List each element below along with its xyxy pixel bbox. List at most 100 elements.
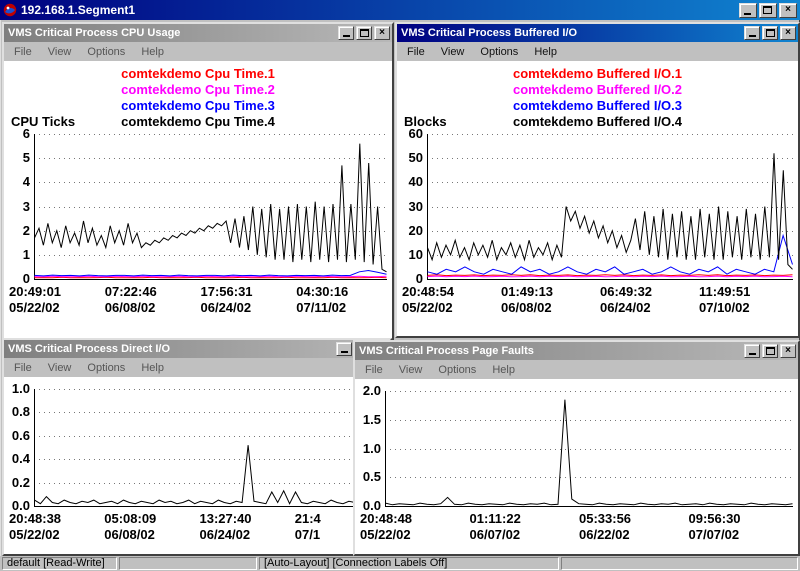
titlebar[interactable]: VMS Critical Process CPU Usage ×	[4, 24, 392, 42]
y-axis-title: CPU Ticks	[11, 114, 75, 130]
main-maximize-button[interactable]	[759, 3, 777, 18]
main-titlebar[interactable]: 192.168.1.Segment1 ×	[0, 0, 800, 20]
x-tick-label: 06:49:3206/24/02	[600, 284, 699, 316]
window-title: VMS Critical Process CPU Usage	[8, 27, 338, 39]
x-axis-labels: 20:48:3805/22/0205:08:0906/08/0213:27:40…	[4, 511, 390, 543]
legend-item: comtekdemo Cpu Time.3	[4, 98, 392, 114]
y-tick-label: 1.0	[363, 442, 381, 456]
chart-legend: CPU Ticks comtekdemo Cpu Time.1comtekdem…	[4, 66, 392, 130]
x-axis-labels: 20:49:0105/22/0207:22:4606/08/0217:56:31…	[4, 284, 392, 316]
window-direct-io: VMS Critical Process Direct I/O × File V…	[2, 338, 392, 556]
close-button[interactable]: ×	[374, 26, 390, 40]
minimize-button[interactable]	[744, 26, 760, 40]
menu-help[interactable]: Help	[526, 44, 565, 60]
chart-client: 2.01.51.00.50.0 20:48:4805/22/0201:11:22…	[355, 379, 798, 554]
main-minimize-button[interactable]	[739, 3, 757, 18]
y-tick-label: 0.2	[12, 476, 30, 490]
menu-file[interactable]: File	[399, 44, 433, 60]
minimize-icon	[744, 13, 751, 15]
menu-view[interactable]: View	[391, 362, 431, 378]
minimize-icon	[343, 35, 350, 37]
x-tick-label: 20:48:5405/22/02	[402, 284, 501, 316]
y-tick-label: 0	[23, 272, 30, 286]
minimize-button[interactable]	[744, 344, 760, 358]
y-tick-label: 0.0	[12, 499, 30, 513]
window-title: VMS Critical Process Direct I/O	[8, 343, 336, 355]
chart-client: Blocks comtekdemo Buffered I/O.1comtekde…	[397, 61, 798, 336]
y-tick-label: 40	[409, 175, 423, 189]
plot-area	[385, 387, 794, 507]
menubar: File View Options Help	[397, 42, 798, 61]
maximize-button[interactable]	[762, 344, 778, 358]
menu-file[interactable]: File	[6, 360, 40, 376]
menu-options[interactable]: Options	[79, 44, 133, 60]
y-tick-label: 30	[409, 200, 423, 214]
y-axis: 6543210	[4, 130, 34, 280]
window-page-faults: VMS Critical Process Page Faults × File …	[353, 340, 800, 556]
titlebar[interactable]: VMS Critical Process Page Faults ×	[355, 342, 798, 360]
maximize-icon	[766, 347, 775, 355]
y-tick-label: 6	[23, 127, 30, 141]
y-tick-label: 2	[23, 224, 30, 238]
menu-view[interactable]: View	[40, 44, 80, 60]
y-tick-label: 5	[23, 151, 30, 165]
close-button[interactable]: ×	[780, 344, 796, 358]
plot-area	[34, 130, 388, 280]
x-tick-label: 20:48:4805/22/02	[360, 511, 470, 543]
y-tick-label: 10	[409, 248, 423, 262]
x-tick-label: 07:22:4606/08/02	[105, 284, 201, 316]
legend-item: comtekdemo Buffered I/O.2	[397, 82, 798, 98]
app-icon	[3, 3, 17, 17]
legend-item: comtekdemo Cpu Time.1	[4, 66, 392, 82]
y-axis: 2.01.51.00.50.0	[355, 387, 385, 507]
status-fill	[561, 557, 798, 570]
window-title: VMS Critical Process Buffered I/O	[401, 27, 744, 39]
x-tick-label: 01:11:2206/07/02	[470, 511, 580, 543]
menu-options[interactable]: Options	[430, 362, 484, 378]
y-tick-label: 20	[409, 224, 423, 238]
status-layout-labels: [Auto-Layout] [Connection Labels Off]	[259, 557, 559, 570]
x-tick-label: 04:30:1607/11/02	[296, 284, 392, 316]
y-tick-label: 0.0	[363, 499, 381, 513]
titlebar[interactable]: VMS Critical Process Direct I/O ×	[4, 340, 390, 358]
plot-area	[34, 385, 386, 507]
legend-item: comtekdemo Cpu Time.2	[4, 82, 392, 98]
y-tick-label: 1.0	[12, 382, 30, 396]
y-tick-label: 4	[23, 175, 30, 189]
x-tick-label: 09:56:3007/07/02	[689, 511, 799, 543]
x-tick-label: 13:27:4006/24/02	[200, 511, 295, 543]
maximize-icon	[763, 6, 772, 14]
y-tick-label: 2.0	[363, 384, 381, 398]
menu-file[interactable]: File	[6, 44, 40, 60]
y-axis: 6050403020100	[397, 130, 427, 280]
x-tick-label: 11:49:5107/10/02	[699, 284, 798, 316]
minimize-button[interactable]	[336, 342, 352, 356]
x-tick-label: 20:49:0105/22/02	[9, 284, 105, 316]
close-icon: ×	[781, 345, 795, 357]
close-button[interactable]: ×	[780, 26, 796, 40]
menu-options[interactable]: Options	[79, 360, 133, 376]
y-tick-label: 1.5	[363, 413, 381, 427]
window-buffered-io: VMS Critical Process Buffered I/O × File…	[395, 22, 800, 338]
menu-view[interactable]: View	[40, 360, 80, 376]
close-icon: ×	[375, 27, 389, 39]
menu-help[interactable]: Help	[133, 360, 172, 376]
maximize-icon	[360, 29, 369, 37]
close-icon: ×	[781, 27, 795, 39]
menu-file[interactable]: File	[357, 362, 391, 378]
y-tick-label: 0.8	[12, 405, 30, 419]
menu-view[interactable]: View	[433, 44, 473, 60]
menu-help[interactable]: Help	[133, 44, 172, 60]
status-default-mode: default [Read-Write]	[2, 557, 117, 570]
y-tick-label: 60	[409, 127, 423, 141]
maximize-button[interactable]	[762, 26, 778, 40]
minimize-button[interactable]	[338, 26, 354, 40]
menu-help[interactable]: Help	[484, 362, 523, 378]
main-window-title: 192.168.1.Segment1	[21, 3, 739, 17]
x-tick-label: 05:33:5606/22/02	[579, 511, 689, 543]
main-close-button[interactable]: ×	[779, 3, 797, 18]
titlebar[interactable]: VMS Critical Process Buffered I/O ×	[397, 24, 798, 42]
menu-options[interactable]: Options	[472, 44, 526, 60]
maximize-button[interactable]	[356, 26, 372, 40]
close-icon: ×	[780, 4, 796, 16]
